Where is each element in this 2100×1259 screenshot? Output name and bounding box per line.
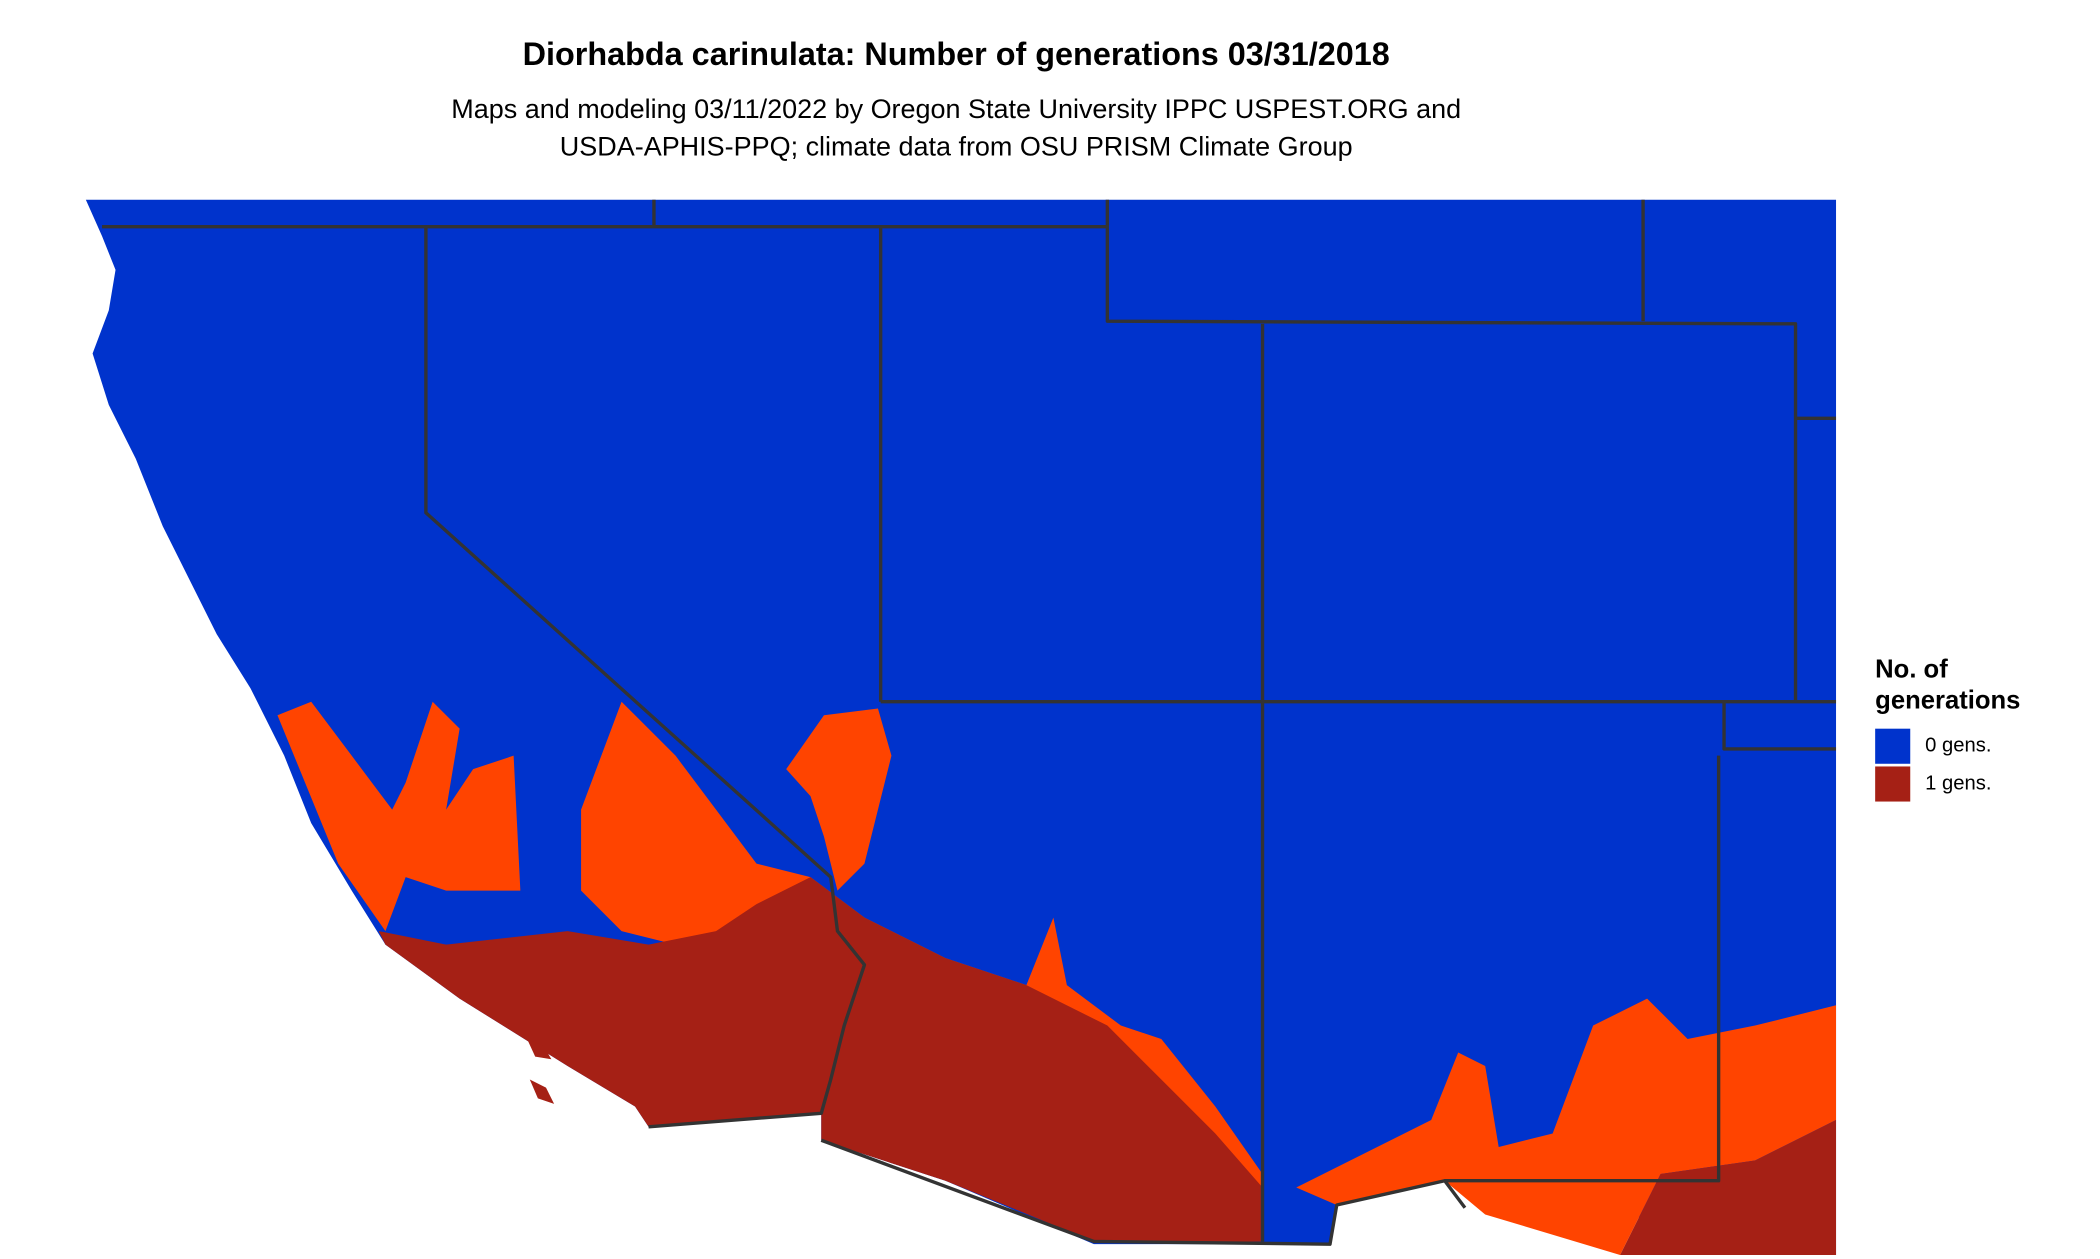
subtitle: Maps and modeling 03/11/2022 by Oregon S… (451, 94, 1461, 124)
legend-title: generations (1875, 686, 2020, 714)
legend: No. of generations 0 gens. 1 gens. (1875, 655, 2020, 802)
legend-label: 1 gens. (1925, 772, 1991, 794)
map (85, 199, 1837, 1255)
land-1-gens (378, 877, 1837, 1255)
legend-title: No. of (1875, 655, 1948, 683)
legend-swatch (1875, 728, 1911, 764)
legend-swatch (1875, 766, 1911, 802)
state-boundaries (102, 199, 1837, 1246)
subtitle: USDA-APHIS-PPQ; climate data from OSU PR… (560, 132, 1353, 162)
legend-label: 0 gens. (1925, 735, 1991, 757)
title: Diorhabda carinulata: Number of generati… (523, 36, 1390, 72)
